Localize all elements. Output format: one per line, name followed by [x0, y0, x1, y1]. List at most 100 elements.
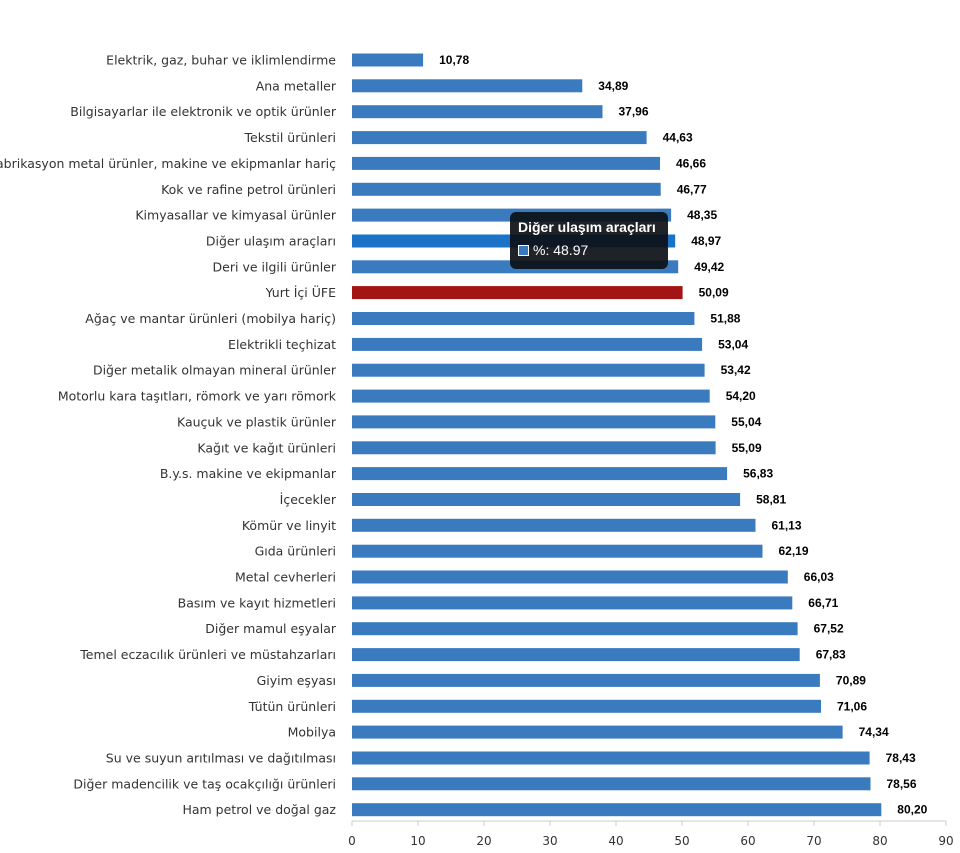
- bar[interactable]: [352, 131, 647, 145]
- tooltip-row: %: 48.97: [518, 242, 660, 258]
- value-label: 55,09: [732, 441, 762, 455]
- category-label: Mobilya: [288, 725, 336, 740]
- value-label: 56,83: [743, 467, 773, 481]
- x-tick-label: 30: [542, 834, 557, 848]
- category-label: Elektrikli teçhizat: [228, 337, 336, 352]
- x-tick-label: 20: [476, 834, 491, 848]
- category-label: Metal cevherleri: [235, 570, 336, 585]
- category-label: Su ve suyun arıtılması ve dağıtılması: [106, 751, 336, 766]
- bar[interactable]: [352, 725, 843, 739]
- tooltip-swatch: [518, 244, 529, 256]
- bar[interactable]: [352, 312, 695, 325]
- bar[interactable]: [352, 415, 716, 429]
- category-label: Basım ve kayıt hizmetleri: [178, 595, 336, 610]
- bar[interactable]: [352, 777, 871, 791]
- bar[interactable]: [352, 570, 788, 584]
- bar[interactable]: [352, 156, 660, 170]
- value-label: 67,52: [814, 622, 844, 636]
- value-label: 44,63: [663, 131, 693, 145]
- category-label: Kömür ve linyit: [242, 518, 336, 533]
- bar[interactable]: [352, 518, 756, 532]
- bar[interactable]: [352, 467, 728, 481]
- x-tick-label: 40: [608, 834, 623, 848]
- category-label: Elektrik, gaz, buhar ve iklimlendirme: [106, 53, 336, 68]
- bar[interactable]: [352, 673, 820, 687]
- category-label: Bilgisayarlar ile elektronik ve optik ür…: [70, 104, 337, 119]
- category-label: Deri ve ilgili ürünler: [213, 259, 337, 274]
- category-label: Fabrikasyon metal ürünler, makine ve eki…: [0, 156, 336, 171]
- bar[interactable]: [352, 699, 821, 713]
- value-label: 51,88: [710, 312, 740, 326]
- bar[interactable]: [352, 544, 763, 558]
- x-tick-label: 80: [872, 834, 887, 848]
- bar[interactable]: [352, 286, 683, 300]
- category-label: Ağaç ve mantar ürünleri (mobilya hariç): [85, 311, 336, 326]
- category-label: Kimyasallar ve kimyasal ürünler: [135, 208, 336, 223]
- chart-tooltip: Diğer ulaşım araçları %: 48.97: [510, 212, 668, 269]
- bar[interactable]: [352, 622, 798, 636]
- category-label: Diğer ulaşım araçları: [206, 234, 336, 249]
- x-tick-label: 60: [740, 834, 755, 848]
- x-tick-label: 90: [938, 834, 953, 848]
- category-label: Diğer madencilik ve taş ocakçılığı ürünl…: [73, 776, 336, 791]
- value-label: 54,20: [726, 389, 756, 403]
- value-label: 49,42: [694, 260, 724, 274]
- value-label: 53,04: [718, 337, 748, 351]
- value-label: 61,13: [772, 518, 802, 532]
- value-label: 48,35: [687, 208, 717, 222]
- bar[interactable]: [352, 441, 716, 455]
- value-label: 50,09: [699, 286, 729, 300]
- bar[interactable]: [352, 363, 705, 377]
- value-label: 10,78: [439, 53, 469, 67]
- bar[interactable]: [352, 648, 800, 662]
- category-label: Ana metaller: [256, 78, 337, 93]
- category-label: Temel eczacılık ürünleri ve müstahzarlar…: [79, 647, 336, 662]
- bar[interactable]: [352, 105, 603, 119]
- value-label: 80,20: [897, 803, 927, 817]
- bar[interactable]: [352, 803, 882, 817]
- category-label: Tekstil ürünleri: [244, 130, 336, 145]
- category-label: Diğer mamul eşyalar: [205, 621, 337, 636]
- x-tick-label: 0: [348, 834, 356, 848]
- x-tick-label: 70: [806, 834, 821, 848]
- bar[interactable]: [352, 337, 703, 351]
- category-label: Motorlu kara taşıtları, römork ve yarı r…: [58, 389, 337, 404]
- value-label: 71,06: [837, 699, 867, 713]
- value-label: 55,04: [731, 415, 761, 429]
- value-label: 78,56: [887, 777, 917, 791]
- value-label: 48,97: [691, 234, 721, 248]
- x-tick-label: 10: [410, 834, 425, 848]
- category-label: Kağıt ve kağıt ürünleri: [197, 440, 336, 455]
- bar[interactable]: [352, 493, 741, 506]
- x-tick-label: 50: [674, 834, 689, 848]
- value-label: 58,81: [756, 493, 786, 507]
- category-label: Gıda ürünleri: [255, 544, 336, 559]
- bar[interactable]: [352, 53, 424, 67]
- category-label: Diğer metalik olmayan mineral ürünler: [93, 363, 337, 378]
- value-label: 34,89: [598, 79, 628, 93]
- bar[interactable]: [352, 389, 710, 403]
- tooltip-value: %: 48.97: [533, 242, 589, 258]
- value-label: 74,34: [859, 725, 889, 739]
- value-label: 78,43: [886, 751, 916, 765]
- value-label: 70,89: [836, 673, 866, 687]
- value-label: 37,96: [619, 105, 649, 119]
- value-label: 66,71: [808, 596, 838, 610]
- bar[interactable]: [352, 182, 661, 196]
- category-label: İçecekler: [280, 492, 337, 507]
- value-label: 46,77: [677, 182, 707, 196]
- value-label: 66,03: [804, 570, 834, 584]
- value-label: 46,66: [676, 156, 706, 170]
- category-label: Tütün ürünleri: [248, 699, 336, 714]
- bar[interactable]: [352, 596, 793, 610]
- value-label: 53,42: [721, 363, 751, 377]
- category-label: B.y.s. makine ve ekipmanlar: [160, 466, 337, 481]
- category-label: Ham petrol ve doğal gaz: [182, 802, 336, 817]
- bar[interactable]: [352, 79, 583, 93]
- tooltip-title: Diğer ulaşım araçları: [518, 219, 656, 235]
- category-label: Yurt İçi ÜFE: [265, 284, 336, 300]
- category-label: Kauçuk ve plastik ürünler: [177, 414, 337, 429]
- category-label: Giyim eşyası: [257, 673, 336, 688]
- bar[interactable]: [352, 751, 870, 765]
